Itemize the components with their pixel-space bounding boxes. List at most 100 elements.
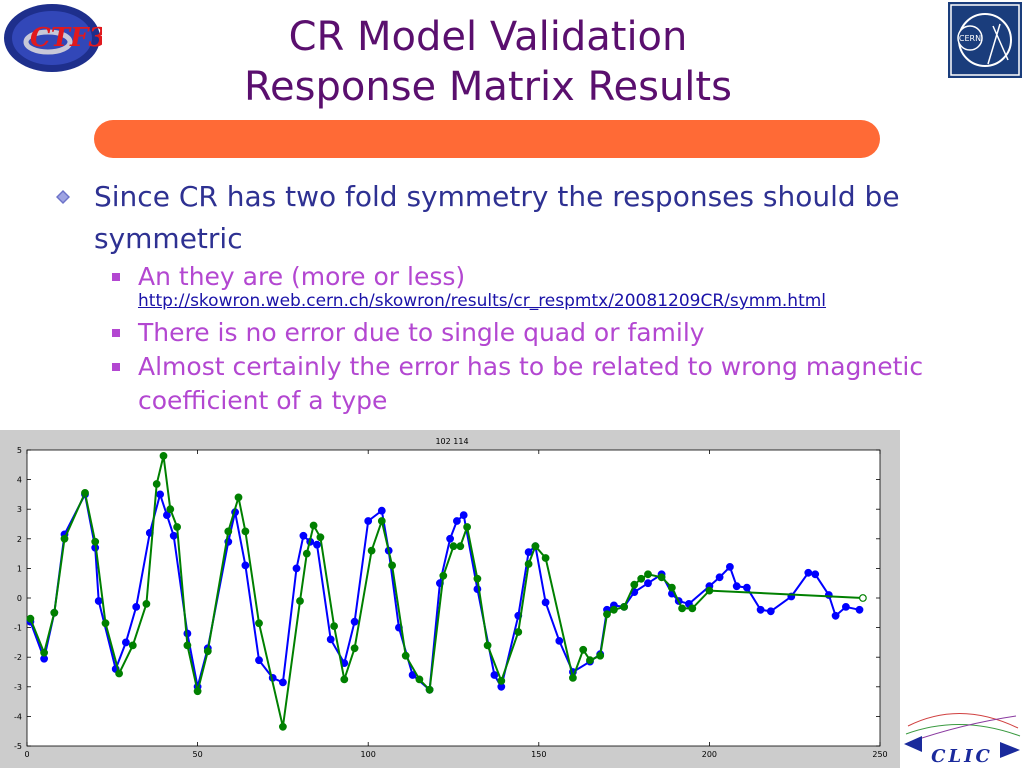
data-point <box>183 641 192 650</box>
data-point <box>766 607 775 616</box>
data-point <box>401 651 410 660</box>
data-point <box>855 605 864 614</box>
data-point <box>162 511 171 519</box>
square-bullet-icon <box>112 329 120 337</box>
data-point <box>610 605 618 614</box>
chart-panel: 102 114 0 50 100 150 200 250 -5 -4 -3 -2 -1 0 1 2 3 4 5 <box>0 430 900 768</box>
data-point <box>255 619 263 628</box>
data-point <box>302 549 311 558</box>
slide-title: CR Model Validation Response Matrix Resu… <box>130 12 846 112</box>
data-point <box>330 622 339 631</box>
data-point <box>483 641 492 650</box>
y-tick-label: 0 <box>17 594 22 603</box>
y-tick-label: -2 <box>14 653 22 662</box>
y-tick-label: 4 <box>17 476 22 485</box>
data-point <box>756 605 765 614</box>
data-point <box>367 546 376 555</box>
data-point <box>296 597 304 605</box>
y-tick-label: 3 <box>17 505 22 514</box>
bullet-sub-3-text: Almost certainly the error has to be rel… <box>138 352 924 415</box>
y-tick-label: 5 <box>17 446 22 455</box>
data-point <box>326 635 335 644</box>
data-point <box>40 648 48 657</box>
y-tick-label: -5 <box>14 742 22 751</box>
data-point <box>313 540 321 549</box>
y-tick-label: 1 <box>17 564 22 573</box>
data-point <box>569 673 577 682</box>
square-bullet-icon <box>112 273 120 281</box>
data-point <box>630 580 639 589</box>
data-point <box>524 548 533 556</box>
data-point <box>415 675 424 684</box>
series-2 <box>26 452 867 731</box>
ctf3-logo: CTF3 <box>4 4 102 72</box>
data-point <box>115 669 123 678</box>
y-tick-label: -4 <box>14 712 22 721</box>
data-point <box>132 602 141 611</box>
data-point <box>101 619 110 628</box>
data-point <box>241 527 250 536</box>
data-point <box>603 610 611 619</box>
cern-logo: CERN <box>948 2 1022 78</box>
data-point <box>732 582 741 591</box>
data-point <box>726 562 734 571</box>
y-tick-label: 2 <box>17 535 22 544</box>
response-chart: 102 114 0 50 100 150 200 250 -5 -4 -3 -2 -1 0 1 2 3 4 5 <box>14 437 888 759</box>
data-point <box>309 521 318 530</box>
data-point <box>473 574 482 583</box>
data-point <box>524 560 533 568</box>
data-point <box>166 505 175 514</box>
title-line-1: CR Model Validation <box>288 14 688 60</box>
x-tick-label: 0 <box>24 750 29 759</box>
data-point <box>842 602 850 611</box>
bullet-sub-2: There is no error due to single quad or … <box>56 316 976 350</box>
data-point <box>644 579 652 588</box>
data-point <box>203 647 212 656</box>
data-point <box>456 542 465 551</box>
diamond-bullet-icon <box>56 190 70 204</box>
data-point <box>668 583 676 592</box>
data-point <box>255 656 263 665</box>
data-point <box>91 537 100 546</box>
data-point <box>377 517 386 525</box>
x-tick-label: 250 <box>872 750 887 759</box>
data-point <box>637 574 646 583</box>
bullet-sub-1: An they are (more or less) http://skowro… <box>56 260 976 312</box>
data-point <box>60 534 69 543</box>
data-point <box>555 636 564 645</box>
bullet-sub-1-text: An they are (more or less) <box>138 262 466 291</box>
data-point <box>678 604 686 613</box>
data-point <box>377 506 386 515</box>
y-tick-label: -1 <box>14 624 22 633</box>
data-point <box>81 489 89 497</box>
bullet-main: Since CR has two fold symmetry the respo… <box>56 176 976 260</box>
data-point <box>541 554 550 562</box>
svg-text:CTF3: CTF3 <box>30 23 102 53</box>
data-point <box>279 678 287 687</box>
data-point <box>169 531 178 540</box>
data-point <box>241 561 250 570</box>
data-point <box>644 570 652 579</box>
svg-text:CERN: CERN <box>959 34 981 43</box>
data-point <box>657 573 666 582</box>
title-line-2: Response Matrix Results <box>244 64 732 110</box>
bullet-list: Since CR has two fold symmetry the respo… <box>56 176 976 418</box>
data-point <box>446 534 455 543</box>
data-point <box>425 685 434 694</box>
bullet-main-text: Since CR has two fold symmetry the respo… <box>94 180 900 255</box>
data-point <box>490 671 499 679</box>
results-link[interactable]: http://skowron.web.cern.ch/skowron/resul… <box>138 291 827 311</box>
data-point <box>26 614 35 623</box>
data-point <box>831 611 840 620</box>
data-point <box>292 564 301 573</box>
x-tick-label: 100 <box>361 750 376 759</box>
data-point <box>804 568 813 577</box>
data-point <box>50 608 59 617</box>
data-point <box>463 523 472 531</box>
data-point <box>142 599 151 608</box>
chart-title: 102 114 <box>435 437 468 446</box>
title-underline-bar <box>94 120 880 158</box>
x-tick-label: 200 <box>702 750 717 759</box>
data-point <box>388 561 397 570</box>
data-point <box>340 675 349 684</box>
